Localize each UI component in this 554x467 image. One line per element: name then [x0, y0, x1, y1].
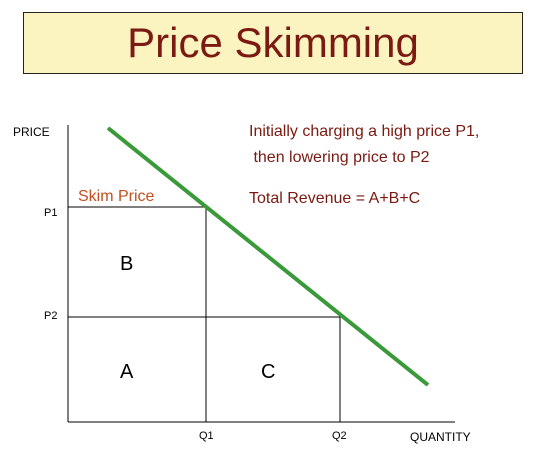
region-c-label: C	[261, 361, 275, 383]
x-axis-label: QUANTITY	[410, 430, 471, 444]
q2-label: Q2	[332, 430, 347, 442]
q1-label: Q1	[199, 430, 214, 442]
p1-label: P1	[44, 207, 57, 219]
annotation-line-1: Initially charging a high price P1,	[249, 123, 479, 140]
demand-line	[106, 126, 430, 387]
diagram-title: Price Skimming	[127, 19, 419, 66]
title-box: Price Skimming	[23, 12, 523, 74]
total-revenue-text: Total Revenue = A+B+C	[249, 190, 420, 207]
y-axis-label: PRICE	[13, 125, 50, 139]
region-a-label: A	[120, 361, 134, 383]
p2-label: P2	[44, 310, 57, 322]
region-b-label: B	[120, 253, 133, 275]
annotation-line-2: then lowering price to P2	[249, 149, 430, 166]
skim-price-label: Skim Price	[78, 188, 155, 205]
